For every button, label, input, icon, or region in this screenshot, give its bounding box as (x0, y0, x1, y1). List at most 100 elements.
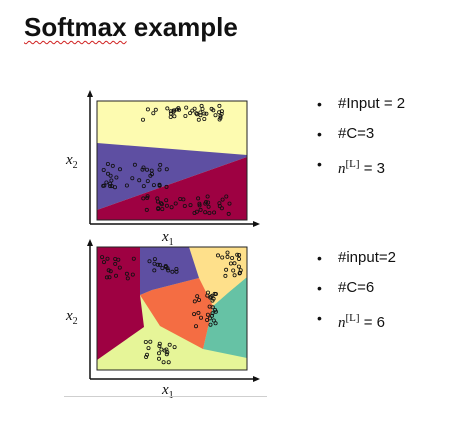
data-point-marker (223, 273, 228, 278)
bottom-y-label: x2 (65, 308, 78, 327)
data-point-marker (130, 176, 135, 181)
bottom-plot-frame (96, 246, 248, 371)
data-point-marker (225, 250, 230, 255)
data-point-marker (217, 204, 222, 209)
data-point-marker (208, 322, 213, 327)
data-point-marker (210, 305, 215, 310)
data-point-marker (202, 117, 207, 122)
math-sup: [L] (345, 312, 360, 324)
data-point-marker (104, 180, 109, 185)
data-point-marker (141, 184, 146, 189)
data-point-marker (158, 162, 163, 167)
data-point-marker (231, 268, 236, 273)
data-point-marker (108, 173, 113, 178)
data-point-marker (131, 256, 136, 261)
top-y-label: x2 (65, 152, 78, 171)
data-point-marker (192, 312, 197, 317)
math-n: n (338, 315, 346, 331)
data-point-marker (145, 194, 150, 199)
data-point-marker (204, 111, 209, 116)
data-point-marker (178, 196, 183, 201)
top-bullet-list: • #Input = 2 • #C=3 • n[L] = 3 (314, 94, 405, 184)
data-point-marker (151, 183, 156, 188)
data-point-marker (125, 276, 130, 281)
data-point-marker (157, 341, 162, 346)
data-point-marker (197, 203, 202, 208)
data-point-marker (236, 256, 241, 261)
data-point-marker (196, 310, 201, 315)
bottom-region-teal (203, 277, 247, 358)
data-point-marker (188, 203, 193, 208)
data-point-marker (198, 315, 203, 320)
bottom-data-points (100, 250, 243, 365)
data-point-marker (167, 342, 172, 347)
data-point-marker (172, 114, 177, 119)
data-point-marker (169, 205, 174, 210)
data-point-marker (206, 204, 211, 209)
data-point-marker (196, 196, 201, 201)
data-point-marker (215, 253, 220, 258)
data-point-marker (137, 178, 142, 183)
data-point-marker (198, 110, 203, 115)
bottom-region-gold (189, 247, 247, 306)
data-point-marker (220, 255, 225, 260)
data-point-marker (156, 351, 161, 356)
data-point-marker (232, 273, 237, 278)
data-point-marker (109, 178, 114, 183)
bullet-dot: • (317, 250, 322, 266)
top-region-red (97, 157, 247, 220)
data-point-marker (114, 175, 119, 180)
bullet-output-units: • n[L] = 3 (314, 154, 405, 184)
data-point-marker (130, 272, 135, 277)
data-point-marker (144, 207, 149, 212)
data-point-marker (224, 267, 229, 272)
data-point-marker (145, 107, 150, 112)
data-point-marker (108, 269, 113, 274)
data-point-marker (232, 261, 237, 266)
data-point-marker (106, 268, 111, 273)
data-point-marker (235, 252, 240, 257)
data-point-marker (205, 293, 210, 298)
data-point-marker (104, 275, 109, 280)
data-point-marker (117, 265, 122, 270)
data-point-marker (107, 275, 112, 280)
data-point-marker (237, 252, 242, 257)
data-point-marker (196, 297, 201, 302)
data-point-marker (174, 266, 179, 271)
bottom-region-orange (140, 278, 213, 349)
data-point-marker (194, 111, 199, 116)
bullet-class-count: • #C=3 (314, 124, 405, 154)
data-point-marker (182, 203, 187, 208)
title-word-softmax: Softmax (24, 12, 127, 42)
math-n: n (338, 161, 346, 177)
data-point-marker (193, 324, 198, 329)
data-point-marker (198, 207, 203, 212)
data-point-marker (105, 256, 110, 261)
bullet-text: #Input = 2 (338, 95, 406, 112)
data-point-marker (141, 165, 146, 170)
data-point-marker (205, 194, 210, 199)
data-point-marker (141, 196, 146, 201)
data-point-marker (147, 259, 152, 264)
top-y-arrow (87, 90, 93, 97)
top-region-purple (97, 143, 247, 210)
divider-line (64, 396, 267, 397)
data-point-marker (213, 291, 218, 296)
bullet-text: #C=6 (338, 279, 375, 296)
data-point-marker (213, 113, 218, 118)
data-point-marker (192, 299, 197, 304)
bullet-dot: • (317, 96, 322, 112)
data-point-marker (118, 167, 123, 172)
data-point-marker (145, 195, 150, 200)
data-point-marker (192, 106, 197, 111)
bottom-y-arrow (87, 239, 93, 246)
data-point-marker (183, 114, 188, 119)
data-point-marker (227, 201, 232, 206)
data-point-marker (156, 356, 161, 361)
data-point-marker (188, 111, 193, 116)
bottom-x-arrow (253, 376, 260, 382)
data-point-marker (100, 255, 105, 260)
data-point-marker (198, 113, 203, 118)
data-point-marker (159, 202, 164, 207)
top-plot: x1 x2 (65, 90, 260, 248)
